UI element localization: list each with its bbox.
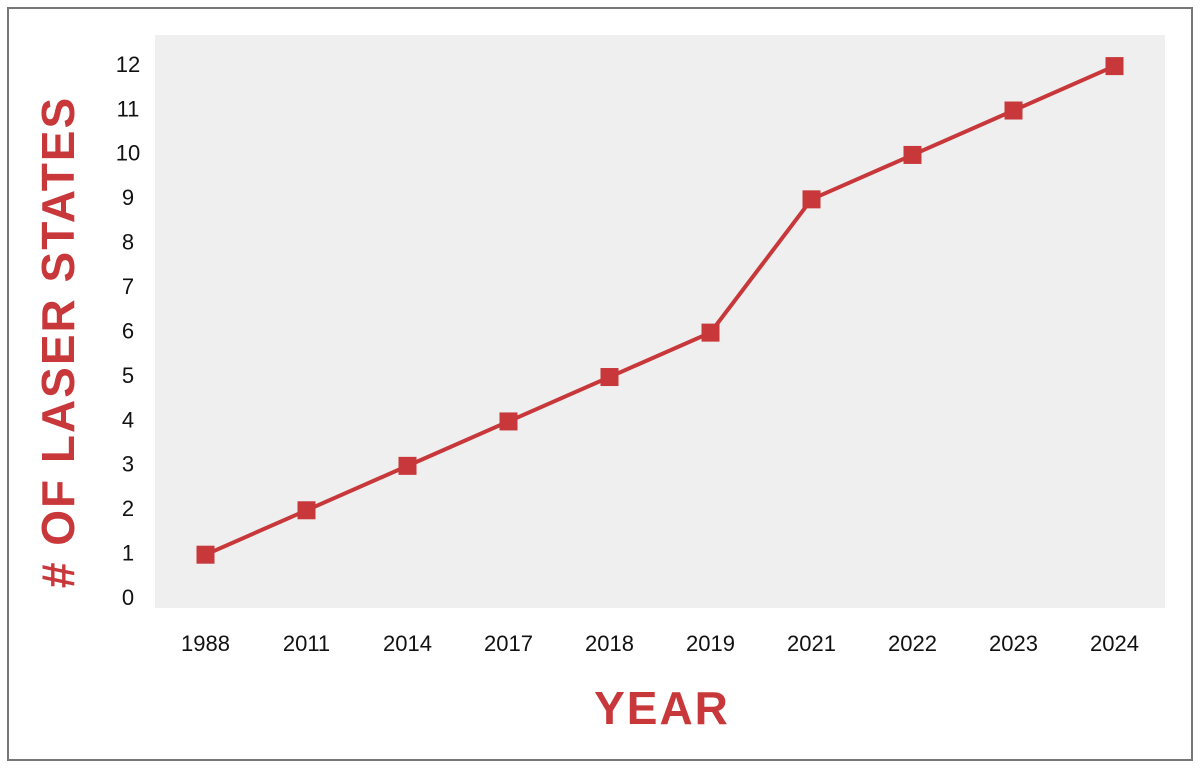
marker bbox=[701, 323, 720, 342]
marker bbox=[499, 412, 518, 431]
marker bbox=[802, 190, 821, 209]
line bbox=[204, 64, 1116, 557]
y-tick-label: 10 bbox=[116, 141, 140, 166]
y-tick-label: 1 bbox=[122, 541, 134, 566]
x-tick-label: 2023 bbox=[989, 631, 1038, 656]
y-tick-label: 4 bbox=[122, 407, 134, 432]
marker bbox=[600, 368, 619, 387]
x-tick-label: 2014 bbox=[383, 631, 432, 656]
x-tick-label: 2022 bbox=[888, 631, 937, 656]
x-tick-label: 2019 bbox=[686, 631, 735, 656]
plot-area bbox=[155, 35, 1165, 608]
marker bbox=[903, 145, 922, 164]
marker bbox=[398, 456, 417, 475]
y-tick-label: 5 bbox=[122, 363, 134, 388]
x-tick-label: 2018 bbox=[585, 631, 634, 656]
y-tick-label: 0 bbox=[122, 585, 134, 610]
marker bbox=[1105, 57, 1124, 76]
y-tick-label: 12 bbox=[116, 52, 140, 77]
y-axis-title: # OF LASER STATES bbox=[32, 96, 84, 588]
x-tick-label: 2021 bbox=[787, 631, 836, 656]
y-tick-label: 7 bbox=[122, 274, 134, 299]
y-tick-label: 3 bbox=[122, 452, 134, 477]
y-tick-label: 6 bbox=[122, 318, 134, 343]
x-tick-label: 2024 bbox=[1090, 631, 1139, 656]
x-axis-title: YEAR bbox=[594, 682, 730, 734]
x-tick-label: 2017 bbox=[484, 631, 533, 656]
x-tick-label: 1988 bbox=[181, 631, 230, 656]
y-tick-label: 8 bbox=[122, 230, 134, 255]
y-tick-label: 11 bbox=[117, 96, 140, 121]
marker bbox=[297, 501, 316, 520]
marker bbox=[196, 545, 215, 564]
y-tick-label: 2 bbox=[122, 496, 134, 521]
marker bbox=[1004, 101, 1023, 120]
y-tick-label: 9 bbox=[122, 185, 134, 210]
x-tick-label: 2011 bbox=[283, 631, 330, 656]
